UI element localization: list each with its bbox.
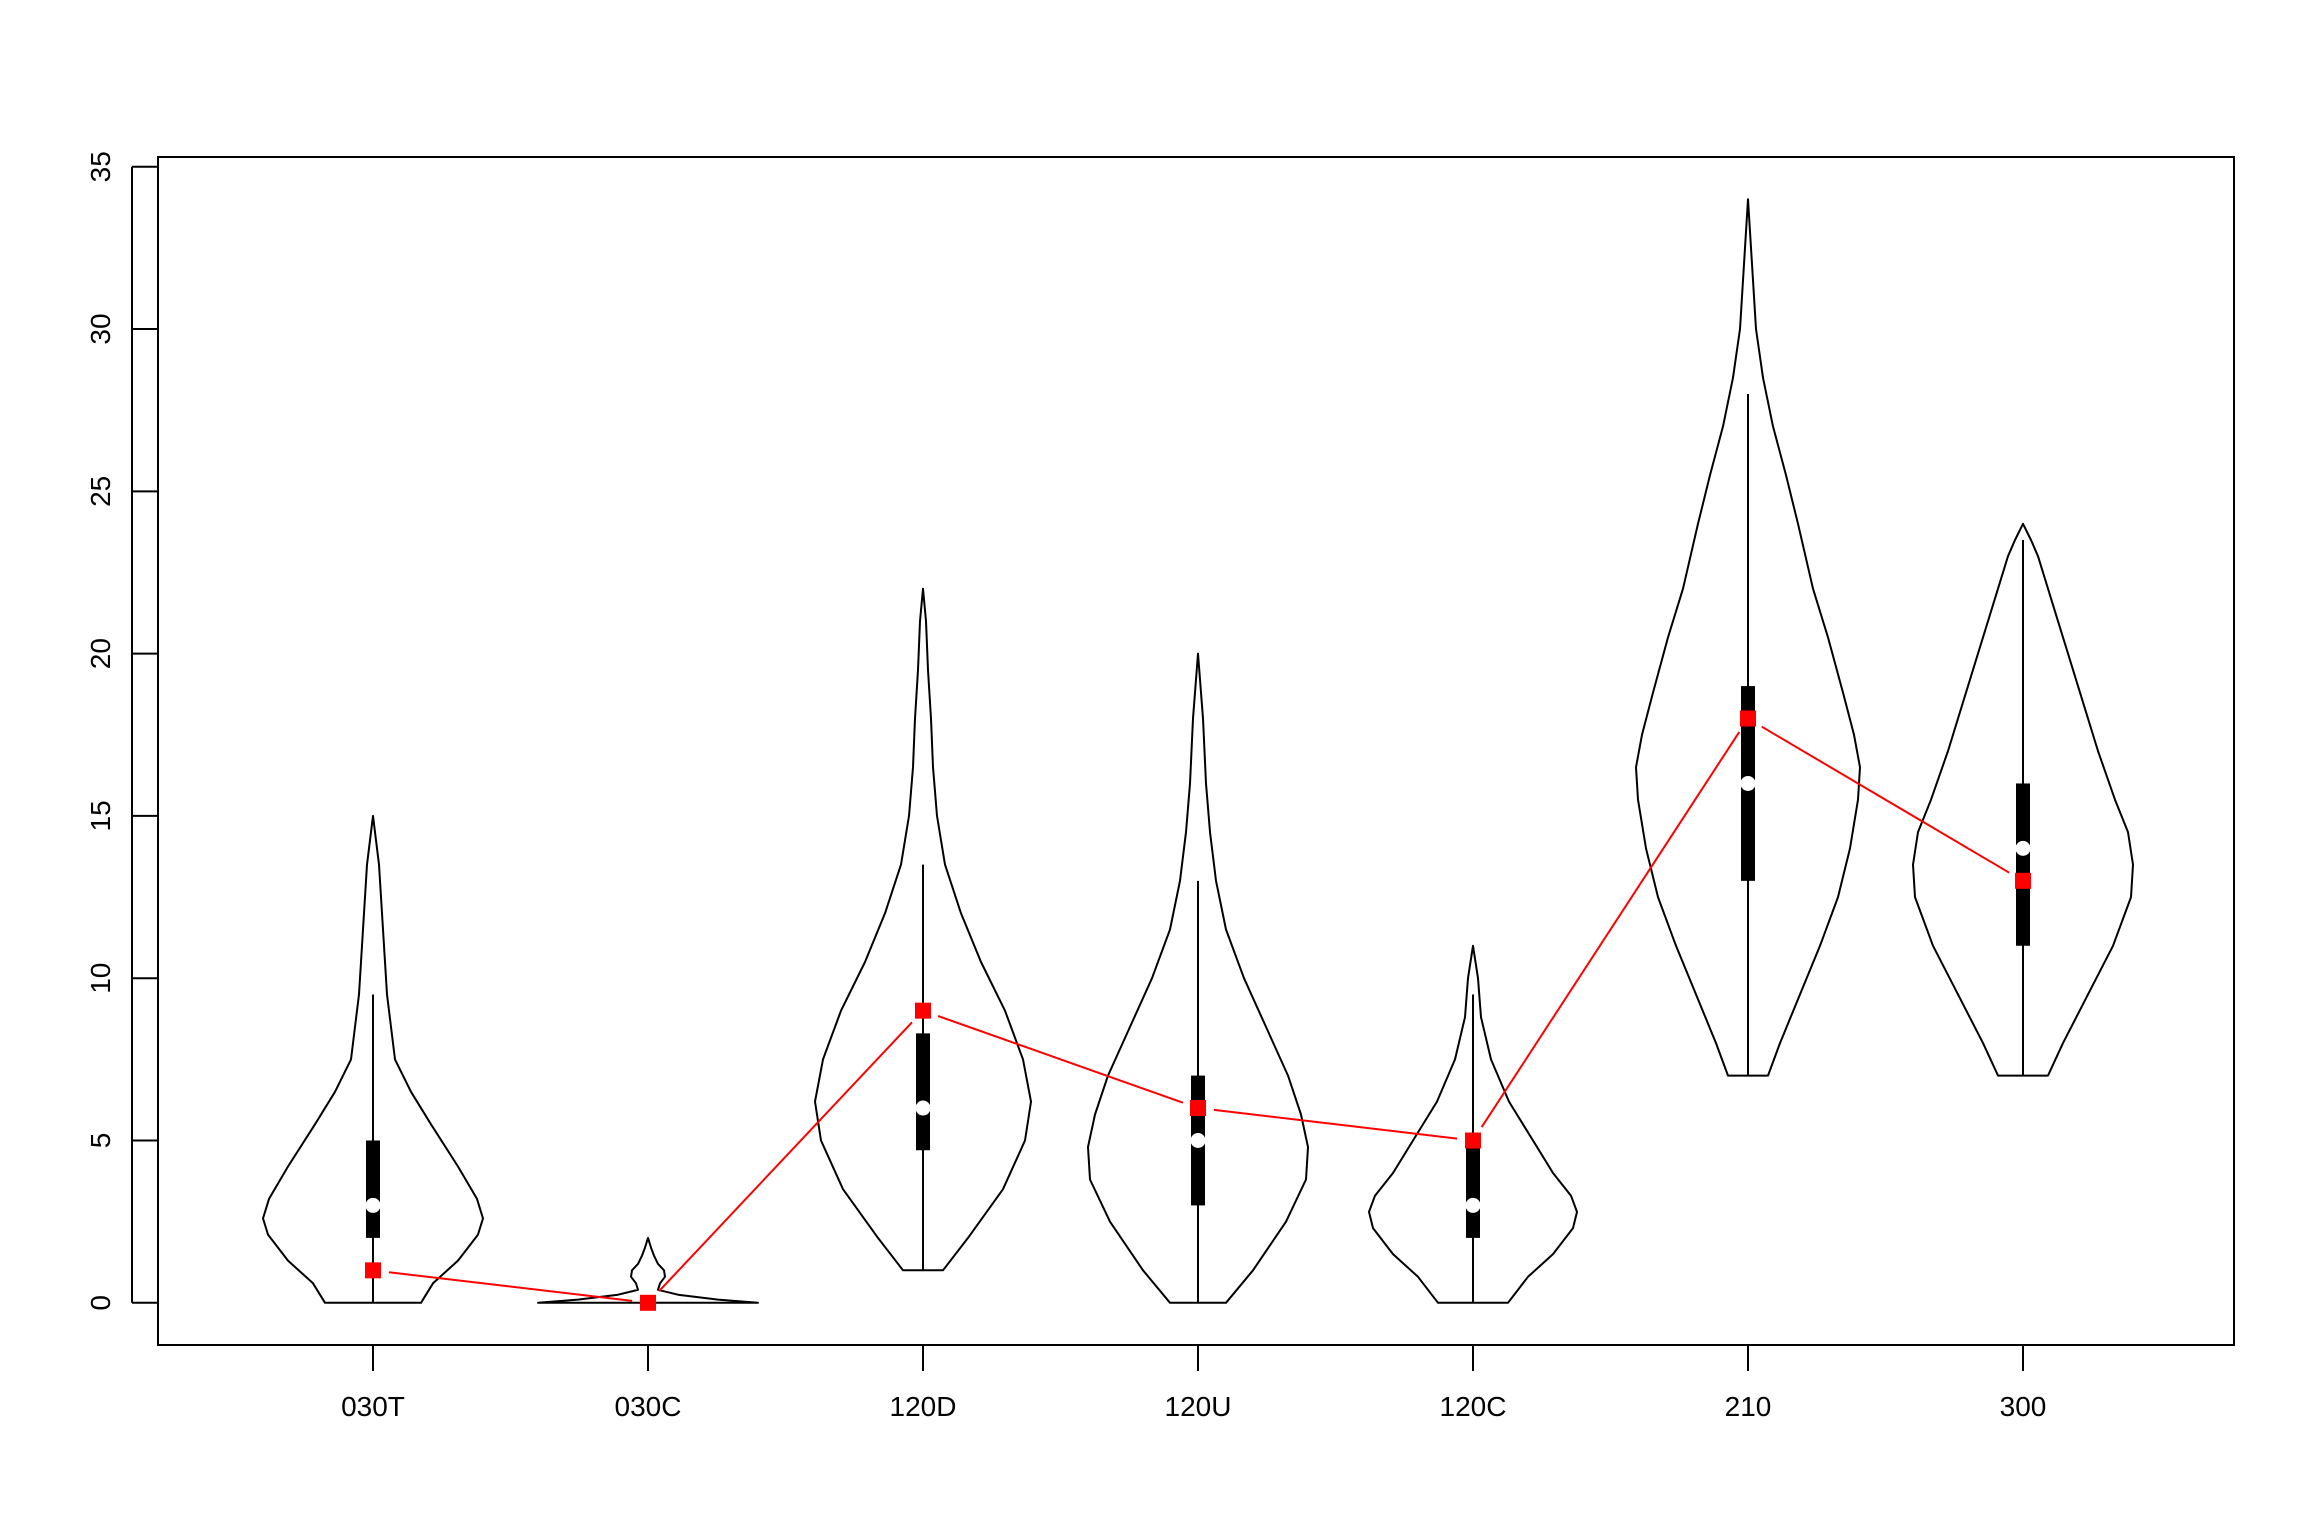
violin-median [365, 1197, 381, 1213]
violin-median [1465, 1197, 1481, 1213]
violin-outline [537, 1236, 759, 1304]
violin-120U [1087, 652, 1309, 1304]
y-tick-label: 10 [85, 963, 116, 994]
y-tick-label: 35 [85, 151, 116, 182]
y-tick-label: 20 [85, 638, 116, 669]
violin-median [1190, 1133, 1206, 1149]
violin-box [916, 1033, 930, 1151]
y-tick-label: 0 [85, 1295, 116, 1311]
violin-120C [1368, 944, 1578, 1304]
overlay-point [2015, 872, 2031, 889]
x-tick-label: 300 [2000, 1391, 2047, 1422]
violin-median [1740, 775, 1756, 791]
overlay-point [365, 1262, 381, 1279]
violin-120D [814, 587, 1032, 1272]
violin-box [1466, 1140, 1480, 1238]
violins [262, 198, 2134, 1311]
overlay-point [1740, 710, 1756, 727]
violin-median [915, 1100, 931, 1116]
overlay-segment [658, 1021, 913, 1292]
y-tick-label: 5 [85, 1133, 116, 1149]
y-tick-label: 30 [85, 313, 116, 344]
violin-outline [262, 814, 484, 1304]
x-tick-label: 120U [1165, 1391, 1232, 1422]
overlay-point [640, 1294, 656, 1311]
overlay-segment [1213, 1108, 1458, 1140]
x-tick-label: 210 [1725, 1391, 1772, 1422]
x-tick-label: 030C [615, 1391, 682, 1422]
y-tick-label: 25 [85, 476, 116, 507]
x-tick-label: 120C [1440, 1391, 1507, 1422]
violin-300 [1912, 522, 2134, 1077]
y-tick-label: 15 [85, 800, 116, 831]
violin-030T [262, 814, 484, 1304]
overlay-point [1465, 1132, 1481, 1149]
violin-outline [1635, 198, 1861, 1077]
overlay-series [365, 710, 2031, 1311]
violin-box [366, 1140, 380, 1238]
overlay-segment [1480, 731, 1741, 1128]
overlay-segment [388, 1271, 633, 1302]
violin-outline [814, 587, 1032, 1272]
y-axis: 0 5 10 15 20 25 30 35 [85, 151, 158, 1311]
x-tick-label: 120D [890, 1391, 957, 1422]
overlay-segment [1761, 725, 2010, 874]
overlay-point [1190, 1100, 1206, 1117]
overlay-point [915, 1002, 931, 1019]
overlay-segment [937, 1015, 1184, 1104]
violin-median [2015, 840, 2031, 856]
violin-box [2016, 783, 2030, 946]
violin-outline [1912, 522, 2134, 1077]
x-tick-label: 030T [341, 1391, 405, 1422]
violin-outline [1368, 944, 1578, 1304]
violin-210 [1635, 198, 1861, 1077]
x-axis: 030T 030C 120D 120U 120C 210 300 [341, 1344, 2047, 1422]
